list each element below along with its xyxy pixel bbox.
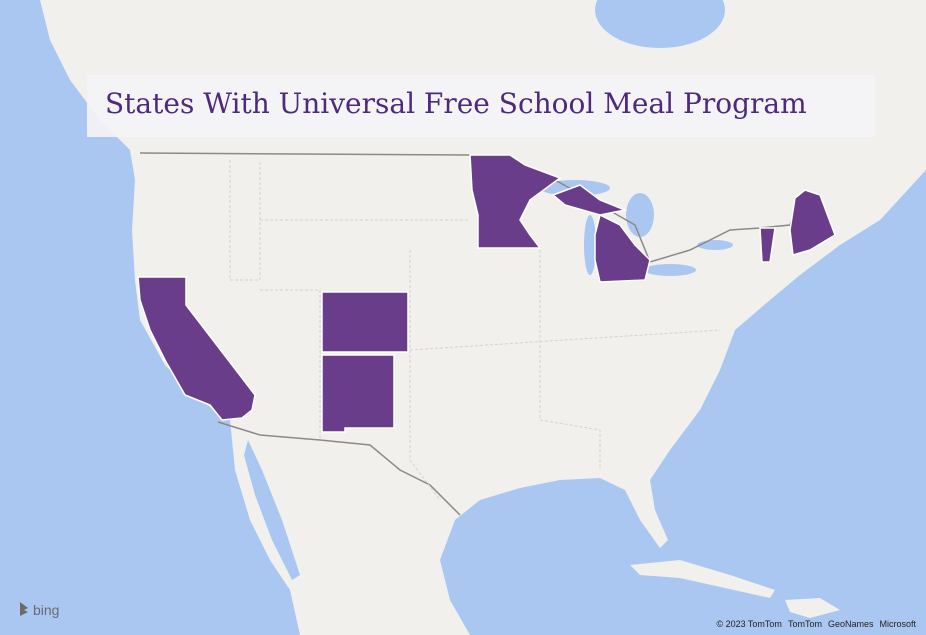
lake (584, 215, 596, 275)
attribution: Microsoft GeoNames TomTom © 2023 TomTom (716, 619, 916, 629)
hispaniola (785, 598, 840, 618)
state-new-mexico (321, 354, 395, 433)
gulf-of-california (244, 440, 300, 580)
state-maine (789, 189, 836, 256)
state-california (137, 276, 256, 421)
state-border (539, 250, 601, 470)
state-minnesota (469, 154, 562, 249)
lake (626, 193, 654, 237)
state-colorado (321, 291, 409, 353)
attribution-item: © 2023 TomTom (716, 619, 782, 629)
map-title: States With Universal Free School Meal P… (105, 87, 807, 120)
state-michigan (594, 213, 651, 283)
state-michigan (551, 184, 628, 216)
logo-text: bing (33, 602, 59, 618)
state-vermont (759, 227, 776, 263)
logo-icon (20, 602, 28, 616)
attribution-item: Microsoft (879, 619, 916, 629)
country-border (217, 421, 461, 516)
attribution-item: GeoNames (828, 619, 874, 629)
state-border (409, 250, 441, 501)
lake (644, 264, 696, 276)
attribution-item: TomTom (788, 619, 822, 629)
hudson-bay (595, 0, 725, 48)
lake (697, 240, 733, 250)
bing-logo: bing (20, 602, 59, 618)
title-box (87, 75, 875, 137)
state-border (260, 289, 321, 440)
state-border (409, 329, 721, 351)
cuba (630, 560, 775, 598)
